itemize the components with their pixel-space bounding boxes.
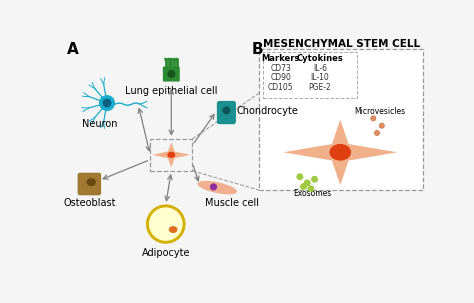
Text: IL-10: IL-10 (310, 73, 329, 82)
FancyBboxPatch shape (163, 67, 180, 82)
Ellipse shape (168, 152, 174, 157)
Text: Cytokines: Cytokines (297, 54, 344, 63)
Text: Muscle cell: Muscle cell (205, 198, 259, 208)
Bar (263, 52, 357, 98)
Ellipse shape (330, 145, 350, 160)
Circle shape (103, 99, 111, 107)
Text: B: B (252, 42, 264, 57)
Text: MESENCHYMAL STEM CELL: MESENCHYMAL STEM CELL (263, 39, 420, 49)
Text: Microvesicles: Microvesicles (354, 107, 405, 115)
Circle shape (146, 205, 185, 243)
Text: IL-6: IL-6 (313, 64, 327, 73)
Polygon shape (283, 119, 397, 185)
Circle shape (312, 177, 317, 182)
Circle shape (301, 184, 306, 189)
Circle shape (173, 58, 175, 60)
Text: Chondrocyte: Chondrocyte (237, 106, 299, 116)
Circle shape (99, 95, 115, 111)
Circle shape (379, 123, 384, 128)
Text: Adipocyte: Adipocyte (142, 248, 190, 258)
Circle shape (308, 186, 314, 191)
Circle shape (223, 107, 230, 114)
Circle shape (371, 116, 376, 121)
Polygon shape (152, 142, 191, 168)
Text: CD90: CD90 (270, 73, 291, 82)
Circle shape (168, 58, 170, 60)
Circle shape (210, 184, 217, 190)
Text: CD105: CD105 (268, 82, 293, 92)
Text: Markers: Markers (262, 54, 300, 63)
Ellipse shape (197, 181, 237, 195)
Circle shape (168, 71, 174, 77)
Text: CD73: CD73 (270, 64, 291, 73)
Text: Lung epithelial cell: Lung epithelial cell (125, 86, 218, 96)
Circle shape (374, 130, 380, 135)
Bar (150, 139, 192, 171)
Circle shape (150, 208, 182, 240)
Circle shape (304, 180, 310, 186)
Circle shape (297, 174, 302, 179)
Text: Exosomes: Exosomes (293, 188, 332, 198)
Circle shape (170, 58, 172, 60)
Text: A: A (66, 42, 78, 57)
Text: Neuron: Neuron (82, 119, 118, 129)
Text: PGE-2: PGE-2 (309, 82, 331, 92)
Ellipse shape (170, 227, 177, 232)
Ellipse shape (87, 179, 95, 185)
Circle shape (165, 58, 167, 60)
FancyBboxPatch shape (217, 101, 236, 124)
FancyBboxPatch shape (78, 173, 101, 195)
Bar (259, 49, 423, 190)
Text: Osteoblast: Osteoblast (63, 198, 116, 208)
Circle shape (176, 58, 178, 60)
